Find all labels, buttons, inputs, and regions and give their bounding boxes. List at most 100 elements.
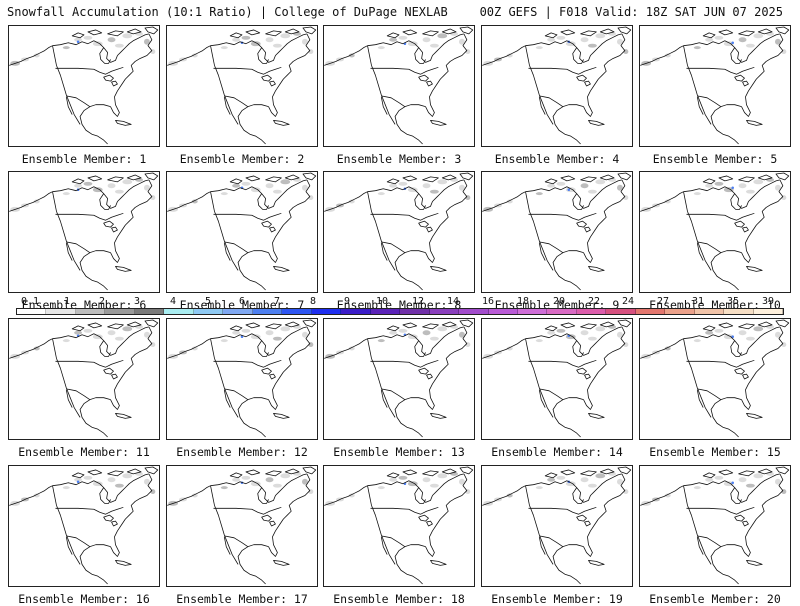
coastline	[302, 466, 317, 475]
snow-area	[705, 183, 714, 188]
snow-accumulation-mark	[76, 40, 80, 44]
snow-area	[547, 477, 556, 482]
coastline	[367, 485, 396, 565]
snow-area	[265, 183, 274, 189]
coastline	[430, 560, 447, 566]
coastline	[257, 340, 269, 357]
coastline	[560, 469, 576, 476]
coastline	[741, 179, 784, 263]
coastline	[525, 191, 554, 271]
coastline	[718, 175, 734, 182]
coastline	[742, 373, 749, 380]
coastline	[99, 47, 111, 64]
coastline	[210, 485, 239, 565]
coastline	[430, 266, 447, 272]
snow-area	[617, 478, 623, 485]
north-america-map	[166, 318, 318, 440]
snow-area	[74, 330, 83, 335]
snow-area	[459, 184, 465, 191]
coastline	[167, 191, 211, 212]
snow-area	[437, 473, 448, 479]
coastline	[269, 520, 276, 527]
coastline	[538, 536, 546, 555]
coastline	[697, 388, 722, 400]
snow-area	[144, 184, 150, 191]
coastline	[99, 193, 111, 210]
snow-area	[398, 475, 408, 480]
coastline	[539, 535, 564, 547]
coastline	[734, 74, 745, 82]
colorbar-tick-label: 9	[343, 296, 351, 307]
snow-area	[753, 33, 764, 39]
snow-area	[723, 41, 734, 47]
map-outline	[167, 172, 317, 291]
coastline	[115, 560, 132, 566]
coastline	[55, 212, 124, 221]
coastline	[599, 28, 615, 35]
coastline	[273, 120, 290, 126]
coastline	[380, 96, 388, 115]
snow-area	[738, 477, 747, 483]
coastline	[525, 33, 623, 63]
snow-area	[595, 179, 606, 185]
coastline	[718, 29, 734, 36]
coastline	[269, 226, 276, 233]
coastline	[730, 47, 742, 64]
snow-area	[459, 478, 465, 485]
snow-area	[191, 346, 198, 351]
coastline	[746, 413, 763, 419]
coastline	[599, 174, 615, 181]
snow-area	[617, 331, 623, 338]
snow-area	[272, 336, 282, 341]
snow-area	[429, 43, 439, 48]
map-outline	[324, 26, 474, 145]
coastline	[584, 226, 591, 233]
coastline	[734, 220, 745, 228]
colorbar-swatch	[17, 309, 47, 314]
snow-area	[407, 187, 418, 193]
coastline	[683, 33, 781, 63]
coastline	[539, 95, 564, 107]
snow-area	[74, 183, 83, 188]
coastline	[210, 326, 308, 356]
coastline	[55, 506, 124, 515]
coastline	[115, 266, 132, 272]
coastline	[224, 388, 249, 400]
snow-area	[693, 339, 701, 343]
map-title: Snowfall Accumulation (10:1 Ratio) | Col…	[7, 5, 448, 19]
coastline	[126, 468, 142, 475]
snow-area	[348, 53, 355, 58]
coastline	[757, 321, 773, 328]
coastline	[746, 266, 763, 272]
coastline	[718, 322, 734, 329]
map-outline	[9, 466, 159, 585]
snow-area	[429, 336, 439, 341]
ensemble-member-label: Ensemble Member: 5	[652, 152, 778, 166]
coastline	[268, 473, 311, 557]
coastline	[459, 466, 474, 475]
coastline	[386, 472, 400, 479]
coastline	[370, 506, 439, 515]
coastline	[746, 120, 763, 126]
snow-area	[220, 339, 228, 343]
coastline	[87, 469, 103, 476]
colorbar-swatch	[547, 309, 577, 314]
colorbar-legend: 0.1 1 2 3 4 5 6 7 8 9 10 12 14 16 18 20 22 24 27 31 35 39	[0, 296, 800, 318]
ensemble-member-panel: Ensemble Member: 9	[481, 171, 633, 312]
coastline	[710, 397, 742, 438]
coastline	[525, 473, 623, 503]
snow-area	[775, 184, 781, 191]
colorbar-tick-label: 0.1	[20, 296, 40, 307]
snow-area	[437, 179, 448, 185]
coastline	[576, 367, 587, 375]
snow-area	[348, 199, 355, 204]
coastline	[111, 226, 118, 233]
snow-area	[565, 187, 576, 193]
coastline	[115, 120, 132, 126]
coastline	[79, 397, 111, 438]
coastline	[237, 544, 269, 585]
coastline	[268, 179, 311, 263]
north-america-map	[166, 25, 318, 147]
coastline	[210, 179, 308, 209]
snow-area	[407, 41, 418, 47]
